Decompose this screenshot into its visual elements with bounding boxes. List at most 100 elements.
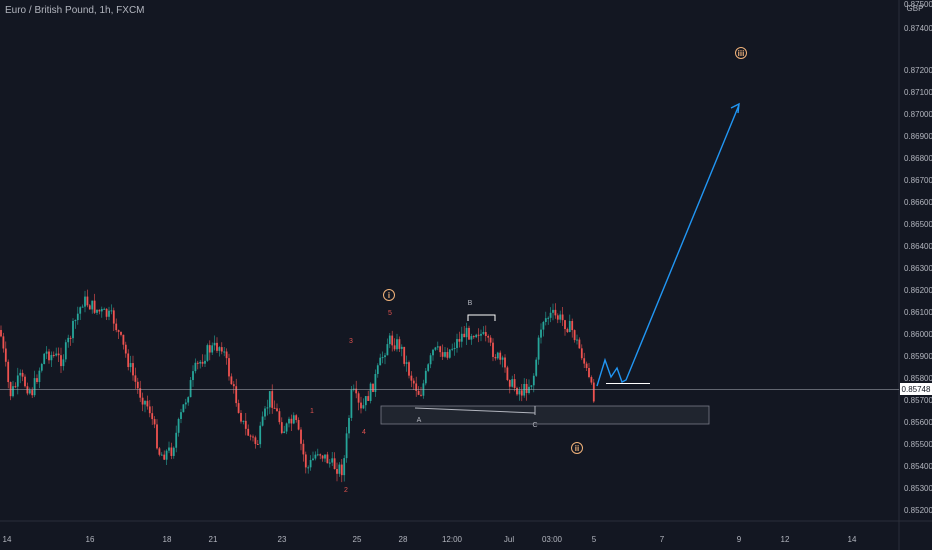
- candle-body: [12, 386, 14, 397]
- candle-body: [391, 335, 394, 346]
- candle-body: [300, 429, 302, 444]
- candle-body: [559, 314, 562, 320]
- wave-b-label: B: [468, 300, 473, 307]
- candle-body: [388, 335, 391, 345]
- candle-body: [504, 357, 506, 368]
- candle-body: [496, 352, 499, 359]
- candle-body: [453, 348, 456, 350]
- candle-body: [463, 333, 466, 338]
- candle-body: [302, 443, 305, 455]
- candle-body: [16, 375, 19, 387]
- candle-body: [412, 380, 415, 384]
- time-tick-label: 28: [399, 535, 408, 544]
- candle-body: [420, 394, 422, 396]
- time-tick-label: 03:00: [542, 535, 563, 544]
- candle-body: [499, 352, 502, 360]
- candle-body: [199, 361, 202, 364]
- price-tick-label: 0.85700: [904, 396, 932, 405]
- candle-body: [482, 332, 485, 334]
- projection-path[interactable]: [596, 104, 740, 387]
- candle-body: [148, 406, 151, 414]
- candle-body: [151, 413, 154, 420]
- candle-body: [549, 312, 552, 318]
- candle-body: [328, 462, 331, 464]
- time-tick-label: 12: [781, 535, 790, 544]
- price-tick-label: 0.85300: [904, 484, 932, 493]
- candle-body: [513, 379, 516, 388]
- candle-body: [369, 383, 372, 401]
- candle-body: [81, 306, 84, 308]
- candle-body: [316, 454, 319, 456]
- candle-body: [136, 381, 139, 389]
- candle-body: [309, 460, 312, 468]
- candle-body: [93, 300, 96, 313]
- candle-body: [398, 339, 401, 349]
- candle-body: [256, 443, 259, 445]
- price-tick-label: 0.85500: [904, 440, 932, 449]
- candle-body: [55, 353, 58, 356]
- candle-body: [331, 458, 334, 463]
- price-tick-label: 0.86000: [904, 330, 932, 339]
- candle-body: [367, 396, 370, 401]
- candle-body: [312, 458, 314, 461]
- candle-body: [33, 378, 36, 396]
- price-tick-label: 0.86100: [904, 308, 932, 317]
- time-axis[interactable]: 14 16 18 21 23 25 28 12:00 Jul 03:00 5 7 9 12 14: [3, 535, 857, 544]
- candle-body: [0, 330, 2, 337]
- candle-body: [319, 454, 322, 456]
- candle-body: [333, 458, 336, 469]
- candle-body: [542, 321, 545, 330]
- candle-body: [115, 323, 118, 331]
- candle-body: [556, 315, 559, 320]
- candle-body: [532, 375, 535, 386]
- candle-body: [273, 407, 276, 409]
- candle-body: [62, 359, 65, 367]
- candle-body: [535, 359, 538, 376]
- candle-body: [235, 386, 238, 404]
- candle-body: [456, 339, 458, 349]
- candle-body: [338, 464, 341, 474]
- candle-body: [249, 435, 252, 437]
- wave-5-label: 5: [388, 310, 392, 317]
- time-tick-label: 14: [848, 535, 857, 544]
- candle-body: [525, 383, 528, 394]
- projection-arrowhead: [730, 102, 740, 114]
- candle-body: [283, 431, 286, 434]
- candle-body: [139, 388, 142, 398]
- candle-body: [112, 310, 115, 324]
- wave-2-label: 2: [344, 487, 348, 494]
- candle-body: [69, 337, 72, 339]
- wave-i-circle: [383, 289, 395, 301]
- candle-body: [386, 344, 389, 356]
- candle-body: [182, 404, 185, 413]
- candle-body: [376, 365, 379, 374]
- candle-body: [297, 420, 300, 430]
- candle-body: [158, 448, 161, 455]
- candle-body: [228, 358, 230, 377]
- candle-body: [67, 337, 70, 343]
- candle-body: [76, 313, 79, 321]
- candle-body: [520, 390, 523, 396]
- candle-body: [247, 428, 250, 436]
- candle-body: [189, 380, 192, 398]
- candle-body: [24, 376, 26, 387]
- candle-body: [424, 370, 427, 384]
- candle-body: [352, 388, 355, 390]
- candle-body: [288, 418, 290, 424]
- candle-body: [573, 330, 576, 341]
- candle-body: [343, 458, 346, 476]
- candle-body: [429, 355, 432, 365]
- candle-body: [48, 351, 50, 361]
- candle-body: [129, 363, 132, 368]
- candle-body: [259, 425, 262, 445]
- candle-body: [396, 339, 398, 350]
- candle-body: [153, 419, 156, 425]
- time-tick-label: 9: [737, 535, 742, 544]
- candle-body: [460, 333, 463, 342]
- candle-body: [314, 454, 317, 459]
- candle-body: [350, 389, 353, 418]
- price-axis[interactable]: 0.87500 0.87400 0.87200 0.87100 0.87000 0.869…: [904, 0, 932, 515]
- candle-body: [405, 362, 408, 364]
- wave-1-label: 1: [310, 408, 314, 415]
